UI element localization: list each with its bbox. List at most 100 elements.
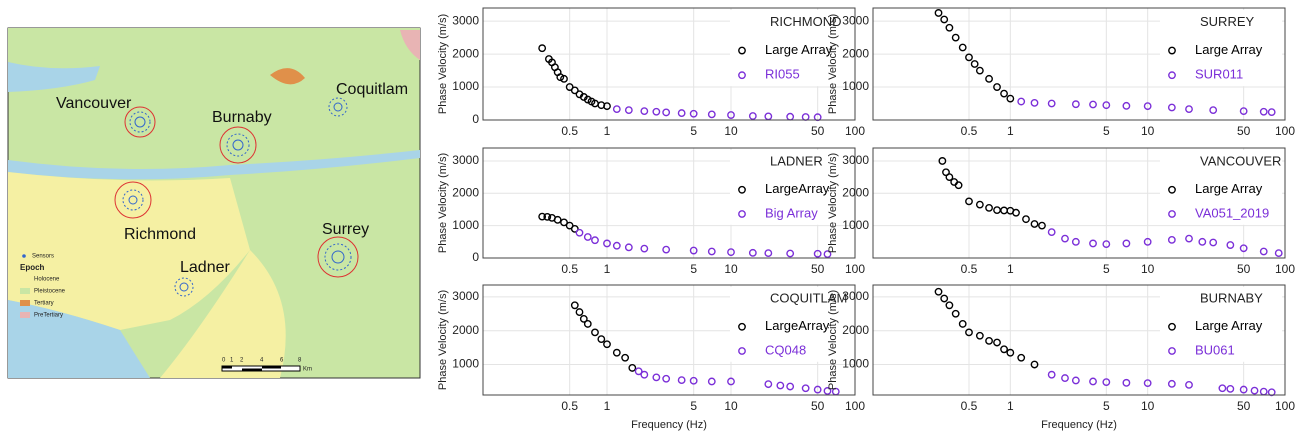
city-label: Vancouver — [56, 95, 132, 112]
data-point — [707, 110, 716, 119]
legend-marker — [1168, 185, 1176, 194]
y-tick-label: 3000 — [842, 13, 869, 27]
plot-frame — [482, 147, 856, 259]
data-point — [975, 331, 984, 340]
data-point — [1017, 97, 1026, 106]
data-point — [764, 380, 773, 389]
data-point — [813, 385, 822, 394]
data-point — [1143, 379, 1152, 388]
data-point — [1061, 234, 1069, 243]
data-point — [951, 309, 960, 318]
city-label: Ladner — [180, 259, 230, 276]
y-tick-label: 2000 — [842, 185, 869, 199]
data-point — [1185, 380, 1193, 389]
legend-box — [1160, 10, 1282, 87]
map-legend: Sensors Epoch Holocene Pleistocene Terti… — [20, 254, 66, 319]
array-ring — [128, 195, 138, 205]
data-point — [1017, 353, 1026, 362]
data-point — [1218, 384, 1227, 393]
data-point — [1000, 345, 1008, 354]
x-tick-label: 1 — [1007, 399, 1014, 413]
plot-frame — [872, 7, 1286, 121]
data-point — [1089, 100, 1097, 109]
x-tick-label: 5 — [1103, 399, 1110, 413]
x-tick-label: 5 — [1103, 262, 1110, 276]
x-tick-label: 100 — [1275, 124, 1295, 138]
array-ring — [333, 102, 343, 112]
data-point — [1047, 99, 1056, 108]
data-point — [556, 73, 565, 82]
data-point — [1030, 360, 1039, 369]
data-point — [560, 74, 568, 83]
data-point — [707, 377, 716, 386]
legend-label: BU061 — [1195, 342, 1235, 357]
data-point — [628, 364, 637, 372]
data-point — [764, 249, 773, 258]
data-point — [975, 200, 984, 209]
scale-label: 2 — [240, 358, 244, 364]
scale-label: 4 — [260, 358, 264, 364]
data-point — [970, 60, 979, 68]
data-point — [1259, 107, 1268, 116]
x-tick-label: 5 — [690, 124, 697, 138]
panel-title: SURREY — [1200, 14, 1255, 29]
legend-label: Large Array — [1195, 318, 1263, 333]
y-axis-label: Phase Velocity (m/s) — [827, 290, 839, 390]
data-point — [965, 197, 973, 206]
data-point — [727, 377, 735, 386]
array-ring — [129, 111, 151, 133]
x-tick-label: 100 — [845, 399, 865, 413]
data-point — [1143, 102, 1152, 111]
y-tick-label: 2000 — [842, 323, 869, 337]
data-point — [1167, 103, 1176, 112]
x-tick-label: 100 — [845, 262, 865, 276]
data-point — [640, 244, 649, 253]
legend-label: Big Array — [765, 205, 818, 220]
plot-frame — [872, 147, 1286, 259]
legend-label: SUR011 — [1195, 67, 1243, 82]
array-ring — [174, 277, 194, 297]
data-point — [538, 212, 547, 221]
data-point — [640, 107, 649, 116]
legend-swatch — [20, 312, 30, 318]
y-tick-label: 1000 — [452, 79, 479, 93]
data-point — [1006, 348, 1015, 357]
data-point — [1102, 101, 1111, 110]
x-tick-label: 1 — [1007, 262, 1014, 276]
data-point — [1122, 101, 1131, 110]
x-tick-label: 1 — [604, 124, 611, 138]
array-ring — [134, 116, 146, 128]
data-point — [1038, 221, 1046, 230]
x-tick-label: 10 — [1141, 124, 1155, 138]
y-tick-label: 0 — [472, 250, 479, 264]
data-point — [603, 239, 611, 248]
x-tick-label: 100 — [1275, 262, 1295, 276]
data-point — [945, 173, 954, 182]
data-point — [934, 9, 943, 17]
legend-label: Pleistocene — [34, 289, 66, 295]
tertiary — [270, 68, 305, 85]
legend-label: LargeArray — [765, 318, 830, 333]
city-label: Richmond — [124, 226, 196, 243]
data-point — [940, 15, 949, 24]
legend-swatch — [20, 288, 30, 294]
y-tick-label: 1000 — [842, 218, 869, 232]
data-point — [1274, 249, 1283, 258]
city-label: Coquitlam — [336, 81, 408, 98]
x-axis-label: Frequency (Hz) — [631, 419, 707, 431]
x-tick-label: 10 — [1141, 399, 1155, 413]
data-point — [1185, 105, 1193, 114]
arrays — [114, 97, 359, 297]
data-point — [603, 102, 611, 111]
data-point — [575, 228, 584, 237]
data-point — [1012, 208, 1020, 217]
legend-swatch — [20, 276, 30, 282]
data-point — [677, 109, 686, 117]
data-point — [575, 308, 584, 316]
sea — [8, 300, 150, 378]
data-point — [1102, 240, 1111, 248]
